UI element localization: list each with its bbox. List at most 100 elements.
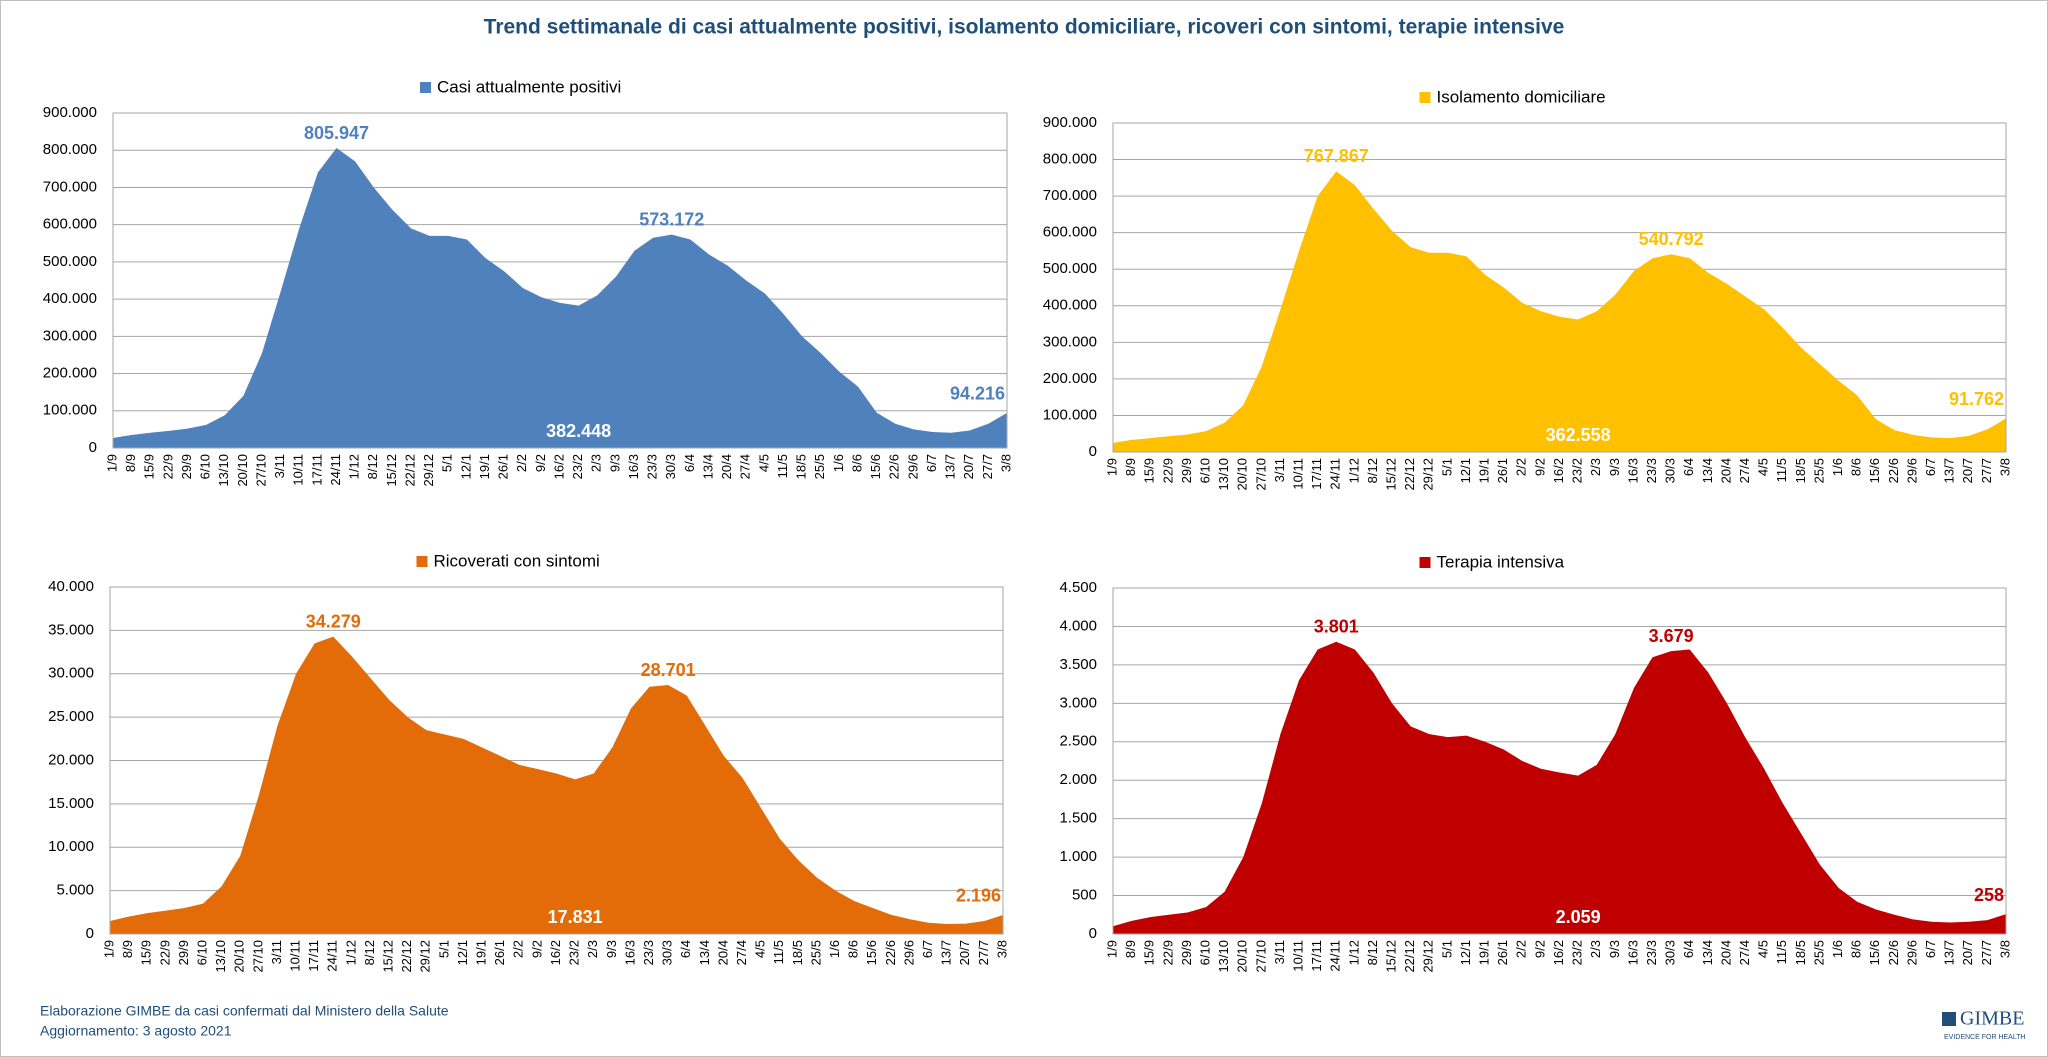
x-tick-label: 4/5 bbox=[1756, 940, 1771, 958]
x-tick-label: 9/3 bbox=[1607, 940, 1622, 958]
x-tick-label: 5/1 bbox=[440, 454, 455, 472]
y-tick-label: 0 bbox=[86, 925, 94, 942]
x-tick-label: 13/4 bbox=[700, 454, 715, 479]
x-tick-label: 23/2 bbox=[1570, 458, 1585, 483]
x-tick-label: 13/10 bbox=[213, 940, 228, 973]
x-tick-label: 4/5 bbox=[753, 940, 768, 958]
data-label: 3.801 bbox=[1314, 616, 1359, 636]
x-tick-label: 8/12 bbox=[362, 940, 377, 965]
y-tick-label: 400.000 bbox=[1043, 297, 1097, 314]
source-note: Elaborazione GIMBE da casi confermati da… bbox=[40, 1003, 449, 1019]
x-tick-label: 9/3 bbox=[604, 940, 619, 958]
x-tick-label: 12/1 bbox=[1458, 458, 1473, 483]
x-tick-label: 1/9 bbox=[1104, 940, 1119, 958]
x-tick-label: 29/9 bbox=[176, 940, 191, 965]
x-tick-label: 15/9 bbox=[139, 940, 154, 965]
x-tick-label: 6/4 bbox=[1681, 940, 1696, 958]
x-tick-label: 16/3 bbox=[1625, 458, 1640, 483]
legend-label: Ricoverati con sintomi bbox=[434, 551, 600, 570]
y-tick-label: 600.000 bbox=[1043, 224, 1097, 241]
x-tick-label: 8/6 bbox=[1849, 458, 1864, 476]
x-tick-label: 8/6 bbox=[1849, 940, 1864, 958]
y-tick-label: 100.000 bbox=[1043, 406, 1097, 423]
x-tick-label: 13/4 bbox=[697, 940, 712, 965]
x-tick-label: 26/1 bbox=[496, 454, 511, 479]
x-tick-label: 8/12 bbox=[1365, 458, 1380, 483]
x-tick-label: 20/4 bbox=[1718, 458, 1733, 483]
x-tick-label: 8/9 bbox=[1123, 940, 1138, 958]
x-tick-label: 8/12 bbox=[1365, 940, 1380, 965]
x-tick-label: 20/10 bbox=[232, 940, 247, 973]
x-tick-label: 20/7 bbox=[957, 940, 972, 965]
x-tick-label: 24/11 bbox=[1328, 458, 1343, 490]
x-tick-label: 6/4 bbox=[682, 454, 697, 472]
x-tick-label: 3/11 bbox=[1272, 458, 1287, 482]
x-tick-label: 27/4 bbox=[1737, 458, 1752, 483]
x-tick-label: 23/2 bbox=[570, 454, 585, 479]
x-tick-label: 27/10 bbox=[1253, 940, 1268, 973]
x-tick-label: 19/1 bbox=[474, 940, 489, 965]
area bbox=[1113, 171, 2006, 453]
legend-label: Isolamento domiciliare bbox=[1437, 87, 1606, 106]
x-tick-label: 17/11 bbox=[1309, 458, 1324, 490]
data-label: 2.059 bbox=[1556, 907, 1601, 927]
x-tick-label: 15/12 bbox=[1384, 458, 1399, 491]
x-tick-label: 3/8 bbox=[998, 454, 1013, 472]
x-tick-label: 22/6 bbox=[887, 454, 902, 479]
x-tick-label: 20/10 bbox=[1235, 458, 1250, 491]
x-tick-label: 17/11 bbox=[1309, 940, 1324, 972]
x-tick-label: 27/10 bbox=[253, 454, 268, 487]
logo-icon bbox=[1942, 1012, 1956, 1026]
x-tick-label: 22/6 bbox=[1886, 940, 1901, 965]
x-tick-label: 23/2 bbox=[567, 940, 582, 965]
x-tick-label: 1/6 bbox=[1830, 940, 1845, 958]
plot-border bbox=[1112, 122, 2007, 453]
y-tick-label: 15.000 bbox=[48, 795, 94, 812]
y-tick-label: 35.000 bbox=[48, 621, 94, 638]
data-label: 91.762 bbox=[1949, 389, 2004, 409]
y-tick-label: 1.500 bbox=[1059, 810, 1097, 827]
x-tick-label: 1/12 bbox=[1346, 940, 1361, 965]
y-tick-label: 900.000 bbox=[1043, 114, 1097, 131]
y-tick-label: 200.000 bbox=[1043, 370, 1097, 387]
x-tick-label: 18/5 bbox=[790, 940, 805, 965]
x-tick-label: 1/12 bbox=[347, 454, 362, 479]
x-tick-label: 12/1 bbox=[458, 454, 473, 479]
x-tick-label: 12/1 bbox=[1458, 940, 1473, 965]
x-tick-label: 5/1 bbox=[1439, 458, 1454, 476]
x-tick-label: 13/7 bbox=[1942, 940, 1957, 965]
x-tick-label: 24/11 bbox=[328, 454, 343, 486]
y-tick-label: 3.500 bbox=[1059, 656, 1097, 673]
y-tick-label: 700.000 bbox=[43, 178, 97, 195]
y-tick-label: 300.000 bbox=[1043, 333, 1097, 350]
x-tick-label: 1/9 bbox=[101, 940, 116, 958]
y-tick-label: 0 bbox=[1089, 925, 1097, 942]
x-tick-label: 26/1 bbox=[1495, 458, 1510, 483]
x-tick-label: 16/2 bbox=[551, 454, 566, 479]
x-tick-label: 9/2 bbox=[1532, 458, 1547, 476]
x-tick-label: 27/7 bbox=[976, 940, 991, 965]
x-tick-label: 15/6 bbox=[864, 940, 879, 965]
x-tick-label: 1/6 bbox=[1830, 458, 1845, 476]
x-tick-label: 5/1 bbox=[1439, 940, 1454, 958]
y-tick-label: 4.000 bbox=[1059, 617, 1097, 634]
x-tick-label: 27/7 bbox=[1979, 940, 1994, 965]
x-tick-label: 30/3 bbox=[1663, 940, 1678, 965]
y-tick-label: 800.000 bbox=[1043, 151, 1097, 168]
x-tick-label: 30/3 bbox=[1663, 458, 1678, 483]
x-tick-label: 19/1 bbox=[1477, 940, 1492, 965]
x-tick-label: 13/10 bbox=[1216, 940, 1231, 973]
x-tick-label: 23/3 bbox=[1644, 940, 1659, 965]
x-tick-label: 15/6 bbox=[868, 454, 883, 479]
x-tick-label: 1/6 bbox=[831, 454, 846, 472]
x-tick-label: 6/7 bbox=[1923, 458, 1938, 476]
x-tick-label: 25/5 bbox=[1811, 458, 1826, 483]
x-tick-label: 8/9 bbox=[123, 454, 138, 472]
data-label: 767.867 bbox=[1304, 146, 1369, 166]
x-tick-label: 10/11 bbox=[1290, 940, 1305, 972]
x-tick-label: 23/3 bbox=[1644, 458, 1659, 483]
y-tick-label: 0 bbox=[89, 439, 97, 456]
y-tick-label: 200.000 bbox=[43, 365, 97, 382]
x-tick-label: 20/7 bbox=[1960, 458, 1975, 483]
x-tick-label: 8/6 bbox=[846, 940, 861, 958]
